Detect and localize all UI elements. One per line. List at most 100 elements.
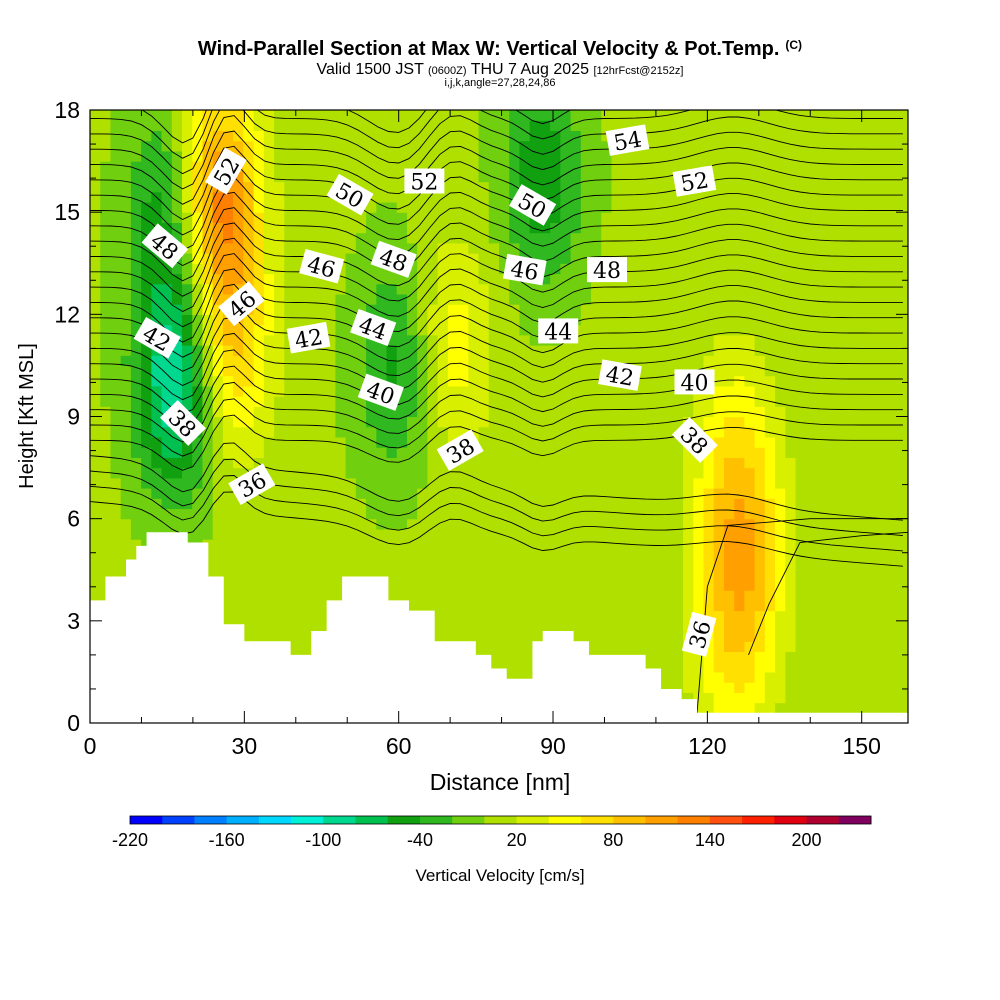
field-cell [325,365,336,377]
field-cell [560,518,572,530]
field-cell [509,600,521,612]
field-cell [509,528,521,540]
field-cell [754,334,766,346]
field-cell [713,702,725,714]
field-cell [580,314,592,326]
field-cell [110,559,122,571]
field-cell [437,212,449,223]
field-cell [601,641,613,653]
field-cell [427,283,439,295]
field-cell [233,416,244,428]
field-cell [570,365,582,377]
contour-label: 42 [598,359,642,392]
field-cell [90,191,101,203]
field-cell [325,201,336,213]
field-cell [897,171,908,183]
field-cell [877,702,889,714]
field-cell [519,416,531,428]
field-cell [396,191,408,203]
field-cell [815,651,827,663]
field-cell [856,518,868,530]
contour-label-box [587,257,627,283]
field-cell [805,120,817,132]
field-cell [458,304,469,315]
field-cell [488,314,500,326]
field-cell [427,355,439,367]
field-cell [846,702,858,714]
field-cell [662,283,674,295]
field-cell [376,130,388,142]
field-cell [723,436,735,448]
field-cell [703,600,715,612]
field-cell [100,549,112,561]
field-cell [192,161,204,172]
field-cell [785,314,797,326]
field-cell [693,528,705,540]
field-cell [887,416,899,428]
field-cell [754,120,766,132]
field-cell [488,273,500,285]
field-cell [386,293,398,305]
field-cell [836,477,848,489]
field-cell [263,498,275,510]
field-cell [151,365,163,377]
field-cell [683,488,694,499]
field-cell [427,110,439,121]
field-cell [314,620,326,632]
field-cell [529,610,541,622]
field-cell [222,324,234,336]
field-cell [130,518,142,530]
field-cell [754,273,766,285]
y-axis-label: Height [Kft MSL] [16,343,38,489]
field-cell [723,365,735,377]
field-cell [631,304,643,315]
field-cell [376,150,388,162]
field-cell [294,253,306,264]
field-cell [601,201,613,213]
field-cell [171,212,183,223]
field-cell [325,539,336,550]
field-cell [355,508,367,520]
field-cell [529,110,541,121]
field-cell [631,416,643,428]
field-cell [621,426,633,438]
field-cell [570,579,582,591]
field-cell [253,375,265,387]
field-cell [304,610,316,622]
field-cell [550,375,561,387]
field-cell [130,426,142,438]
field-cell [386,539,398,550]
field-cell [897,447,908,458]
field-cell [253,559,265,571]
field-cell [795,181,807,193]
field-cell [693,120,705,132]
field-cell [846,651,858,663]
field-cell [427,518,439,530]
field-cell [294,222,306,234]
field-cell [642,488,653,499]
contour-label-box [674,369,715,395]
field-cell [141,222,152,234]
field-cell [437,518,449,530]
field-cell [396,222,408,234]
field-cell [243,508,255,520]
field-cell [764,191,776,203]
field-cell [447,620,459,632]
field-cell [376,140,388,152]
field-cell [274,324,285,336]
field-cell [877,426,889,438]
field-cell [764,263,776,275]
theta-isoline [90,130,903,205]
field-cell [621,344,633,356]
field-cell [856,181,868,193]
field-cell [314,518,326,530]
field-cell [846,201,858,213]
field-cell [744,651,756,663]
field-cell [560,201,572,213]
field-cell [785,242,797,254]
field-cell [447,334,459,346]
field-cell [100,273,112,285]
field-cell [366,253,377,264]
theta-isoline [90,283,903,358]
field-cell [161,375,173,387]
